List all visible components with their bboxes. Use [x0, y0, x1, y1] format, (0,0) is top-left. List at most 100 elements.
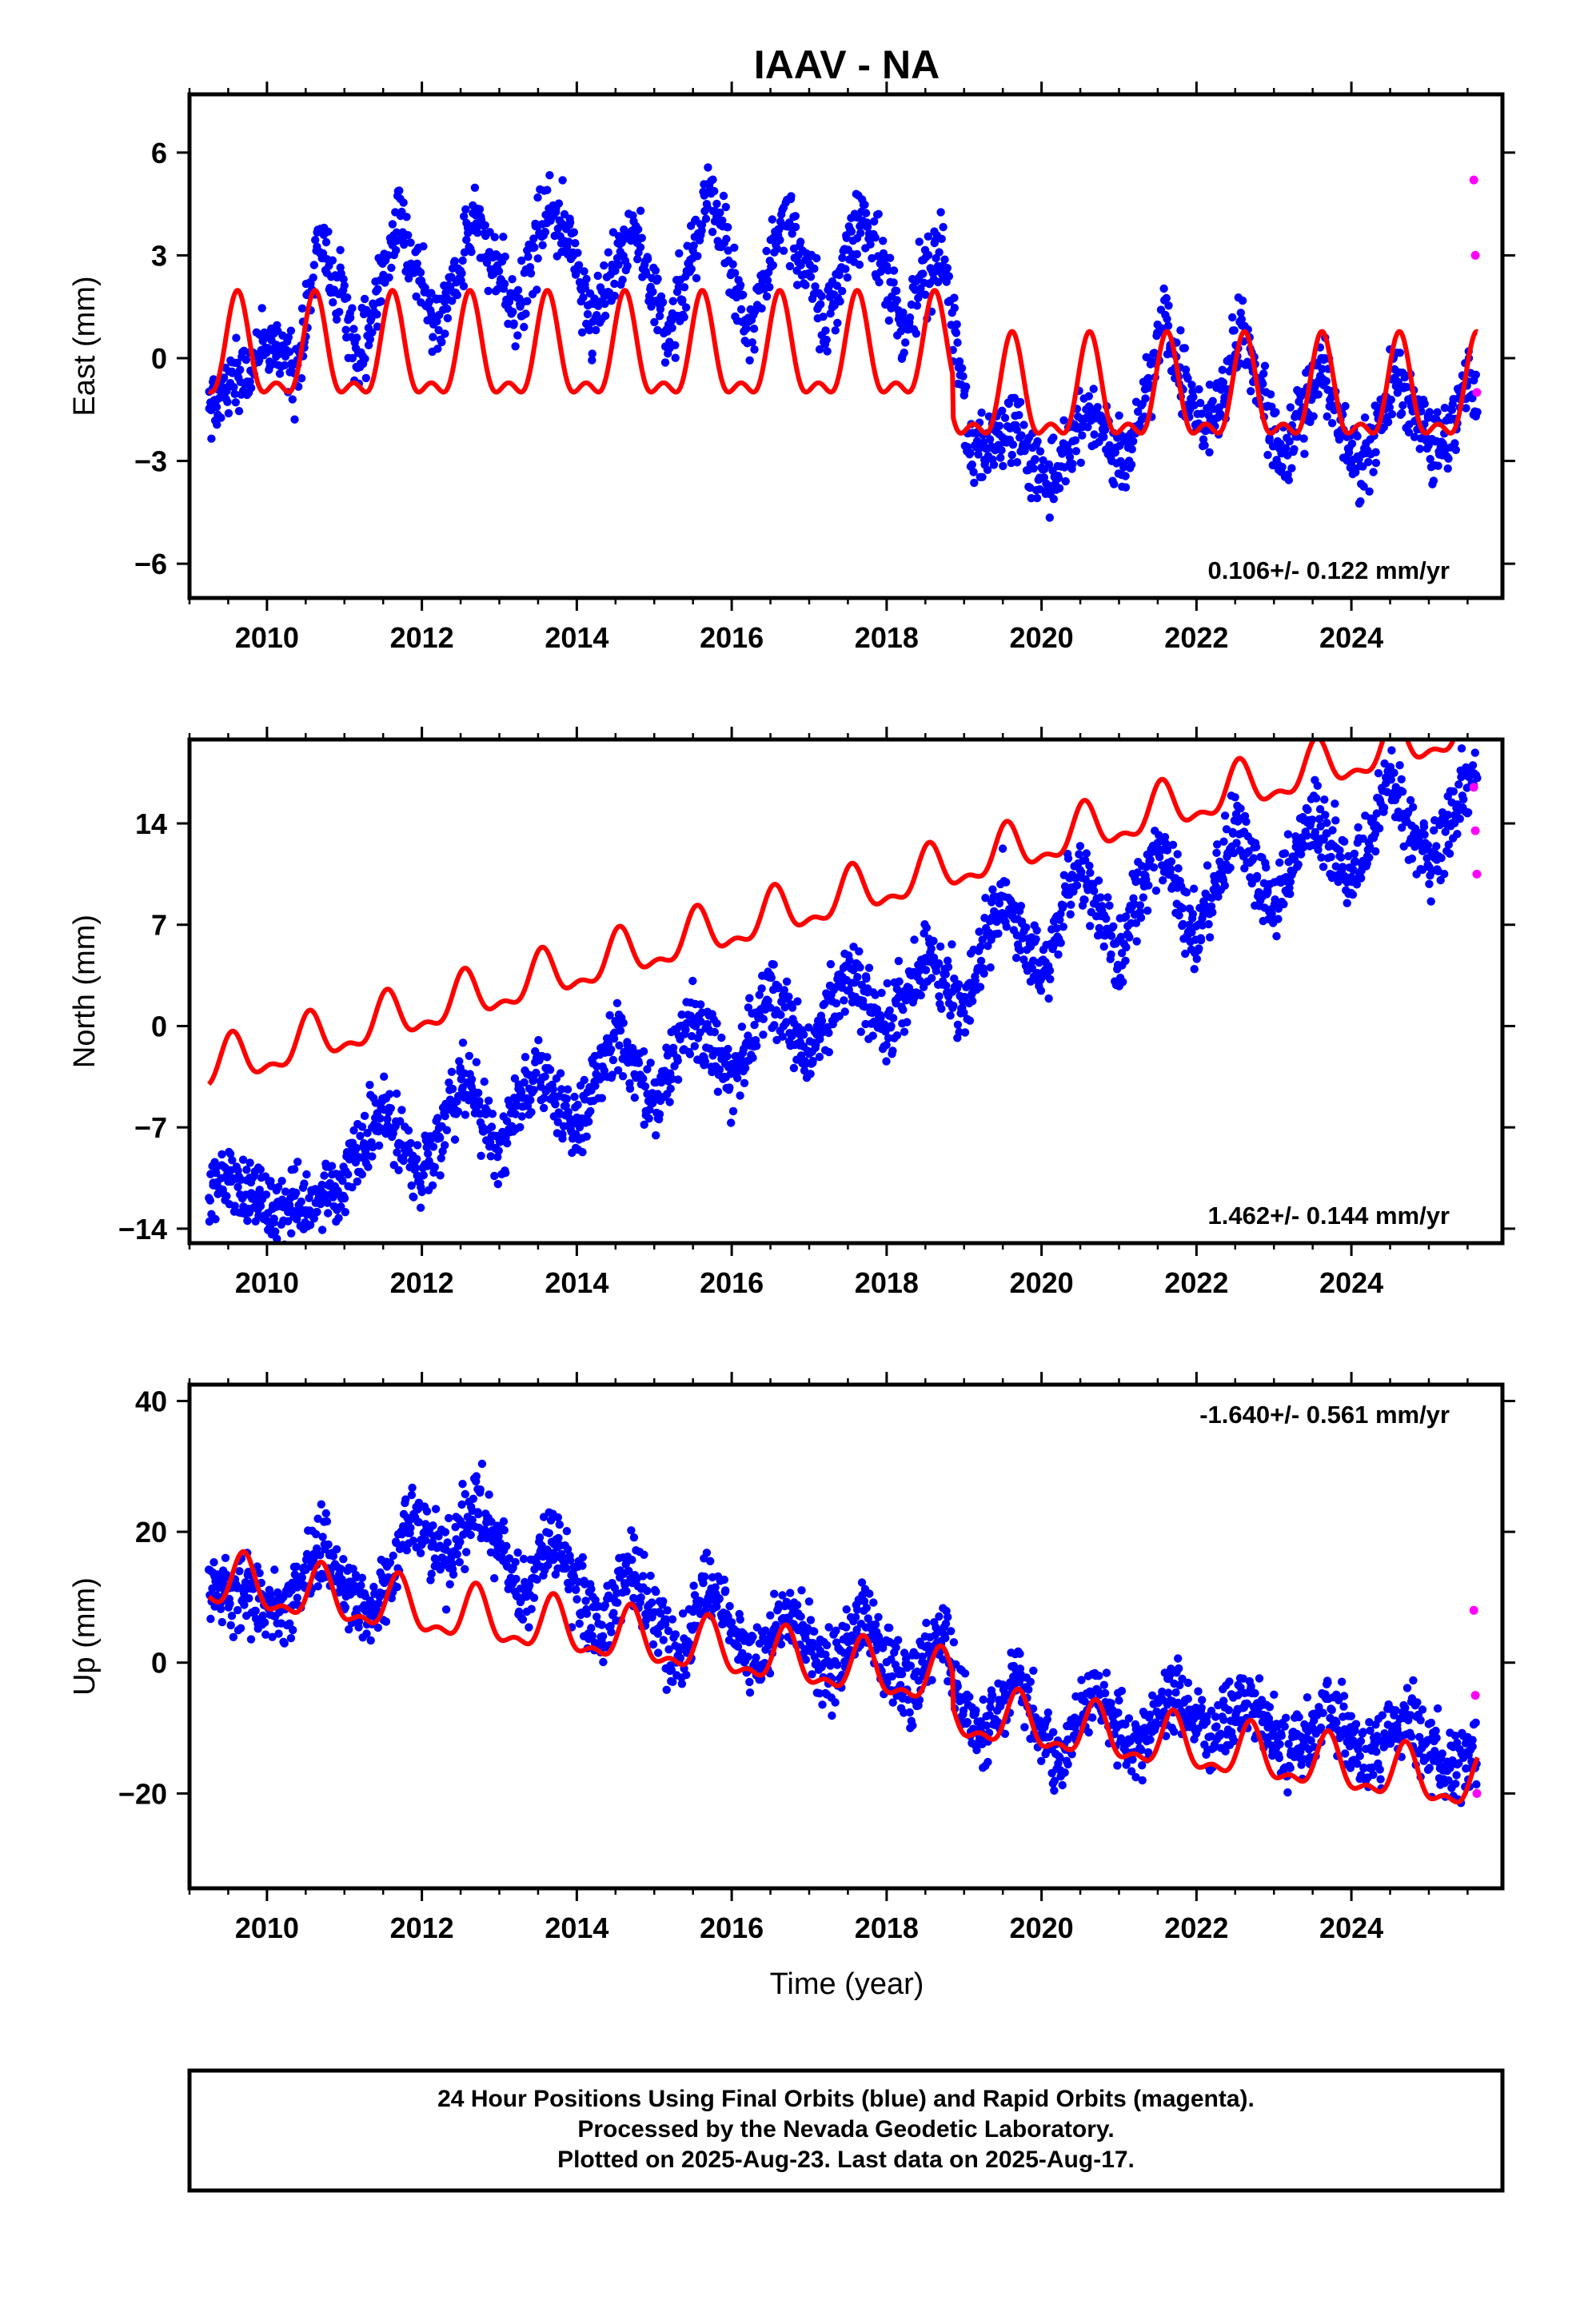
final-orbit-point	[554, 1513, 562, 1521]
final-orbit-point	[578, 1561, 586, 1569]
final-orbit-point	[833, 1660, 841, 1668]
final-orbit-point	[841, 265, 849, 273]
final-orbit-point	[1471, 748, 1479, 756]
final-orbit-point	[451, 1135, 459, 1143]
final-orbit-point	[659, 298, 667, 306]
final-orbit-point	[800, 1030, 808, 1038]
final-orbit-point	[1312, 794, 1320, 802]
final-orbit-point	[276, 369, 284, 377]
final-orbit-point	[512, 1575, 520, 1583]
final-orbit-point	[937, 1005, 945, 1013]
final-orbit-point	[417, 269, 425, 277]
final-orbit-point	[1259, 369, 1267, 377]
x-tick-label: 2010	[235, 1266, 299, 1299]
final-orbit-point	[613, 1599, 621, 1607]
final-orbit-point	[888, 1046, 896, 1054]
final-orbit-point	[783, 978, 791, 986]
final-orbit-point	[461, 1490, 469, 1498]
final-orbit-point	[570, 228, 578, 236]
final-orbit-point	[459, 1038, 467, 1046]
final-orbit-point	[745, 357, 753, 365]
final-orbit-point	[1284, 830, 1292, 838]
final-orbit-point	[551, 1100, 559, 1108]
final-orbit-point	[738, 1022, 746, 1030]
final-orbit-point	[762, 247, 770, 255]
final-orbit-point	[1189, 393, 1197, 401]
final-orbit-point	[877, 989, 885, 997]
final-orbit-point	[525, 1623, 533, 1631]
final-orbit-point	[1275, 859, 1283, 867]
final-orbit-point	[978, 473, 986, 481]
final-orbit-point	[453, 291, 461, 299]
final-orbit-point	[598, 1620, 606, 1628]
final-orbit-point	[1464, 808, 1472, 816]
final-orbit-point	[429, 1142, 437, 1150]
final-orbit-point	[393, 1583, 401, 1591]
final-orbit-point	[377, 297, 385, 305]
final-orbit-point	[225, 1600, 233, 1608]
final-orbit-point	[1421, 400, 1429, 408]
final-orbit-point	[968, 997, 976, 1005]
final-orbit-point	[663, 1606, 671, 1614]
final-orbit-point	[1068, 460, 1076, 468]
final-orbit-point	[313, 1208, 321, 1216]
final-orbit-point	[1050, 495, 1058, 503]
final-orbit-point	[353, 1178, 361, 1186]
final-orbit-point	[828, 1712, 836, 1720]
final-orbit-point	[227, 1621, 235, 1629]
final-orbit-point	[810, 265, 818, 273]
final-orbit-point	[1221, 811, 1229, 819]
final-orbit-point	[1008, 451, 1016, 459]
final-orbit-point	[217, 1605, 225, 1613]
final-orbit-point	[1287, 464, 1295, 472]
final-orbit-point	[1354, 823, 1362, 831]
final-orbit-point	[733, 1074, 741, 1082]
final-orbit-point	[825, 1048, 833, 1056]
final-orbit-point	[977, 409, 985, 417]
final-orbit-point	[988, 885, 996, 893]
final-orbit-point	[534, 254, 542, 262]
final-orbit-point	[944, 264, 952, 272]
final-orbit-point	[818, 1017, 826, 1025]
final-orbit-point	[1031, 455, 1039, 463]
final-orbit-point	[674, 1057, 682, 1065]
final-orbit-point	[712, 200, 720, 208]
final-orbit-point	[449, 1085, 457, 1093]
final-orbit-point	[442, 1605, 450, 1613]
final-orbit-point	[724, 1045, 732, 1053]
final-orbit-point	[1054, 951, 1062, 959]
final-orbit-point	[488, 1122, 496, 1130]
final-orbit-point	[899, 1006, 907, 1014]
final-orbit-point	[358, 1170, 366, 1178]
final-orbit-point	[417, 1204, 425, 1212]
final-orbit-point	[1033, 494, 1041, 502]
final-orbit-point	[841, 1007, 849, 1015]
final-orbit-point	[626, 1085, 634, 1093]
final-orbit-point	[953, 338, 961, 346]
final-orbit-point	[1398, 409, 1406, 417]
final-orbit-point	[334, 1214, 342, 1222]
final-orbit-point	[237, 1624, 245, 1632]
final-orbit-point	[1057, 939, 1065, 947]
final-orbit-point	[1001, 414, 1009, 422]
final-orbit-point	[1253, 872, 1261, 880]
final-orbit-point	[1206, 933, 1214, 941]
final-orbit-point	[314, 1582, 322, 1590]
final-orbit-point	[417, 1549, 425, 1557]
final-orbit-point	[962, 383, 970, 391]
final-orbit-point	[1128, 445, 1136, 453]
final-orbit-point	[1094, 403, 1102, 411]
final-orbit-point	[1144, 881, 1152, 889]
final-orbit-point	[293, 1594, 301, 1602]
final-orbit-point	[616, 1026, 624, 1034]
final-orbit-point	[609, 1056, 617, 1064]
final-orbit-point	[1430, 476, 1438, 484]
final-orbit-point	[1080, 895, 1088, 903]
rapid-orbit-point	[1470, 783, 1478, 791]
final-orbit-point	[333, 316, 341, 324]
final-orbit-point	[389, 220, 397, 228]
final-orbit-point	[1067, 911, 1075, 919]
final-orbit-point	[615, 1042, 623, 1050]
final-orbit-point	[787, 192, 795, 200]
x-tick-label: 2016	[700, 1266, 764, 1299]
